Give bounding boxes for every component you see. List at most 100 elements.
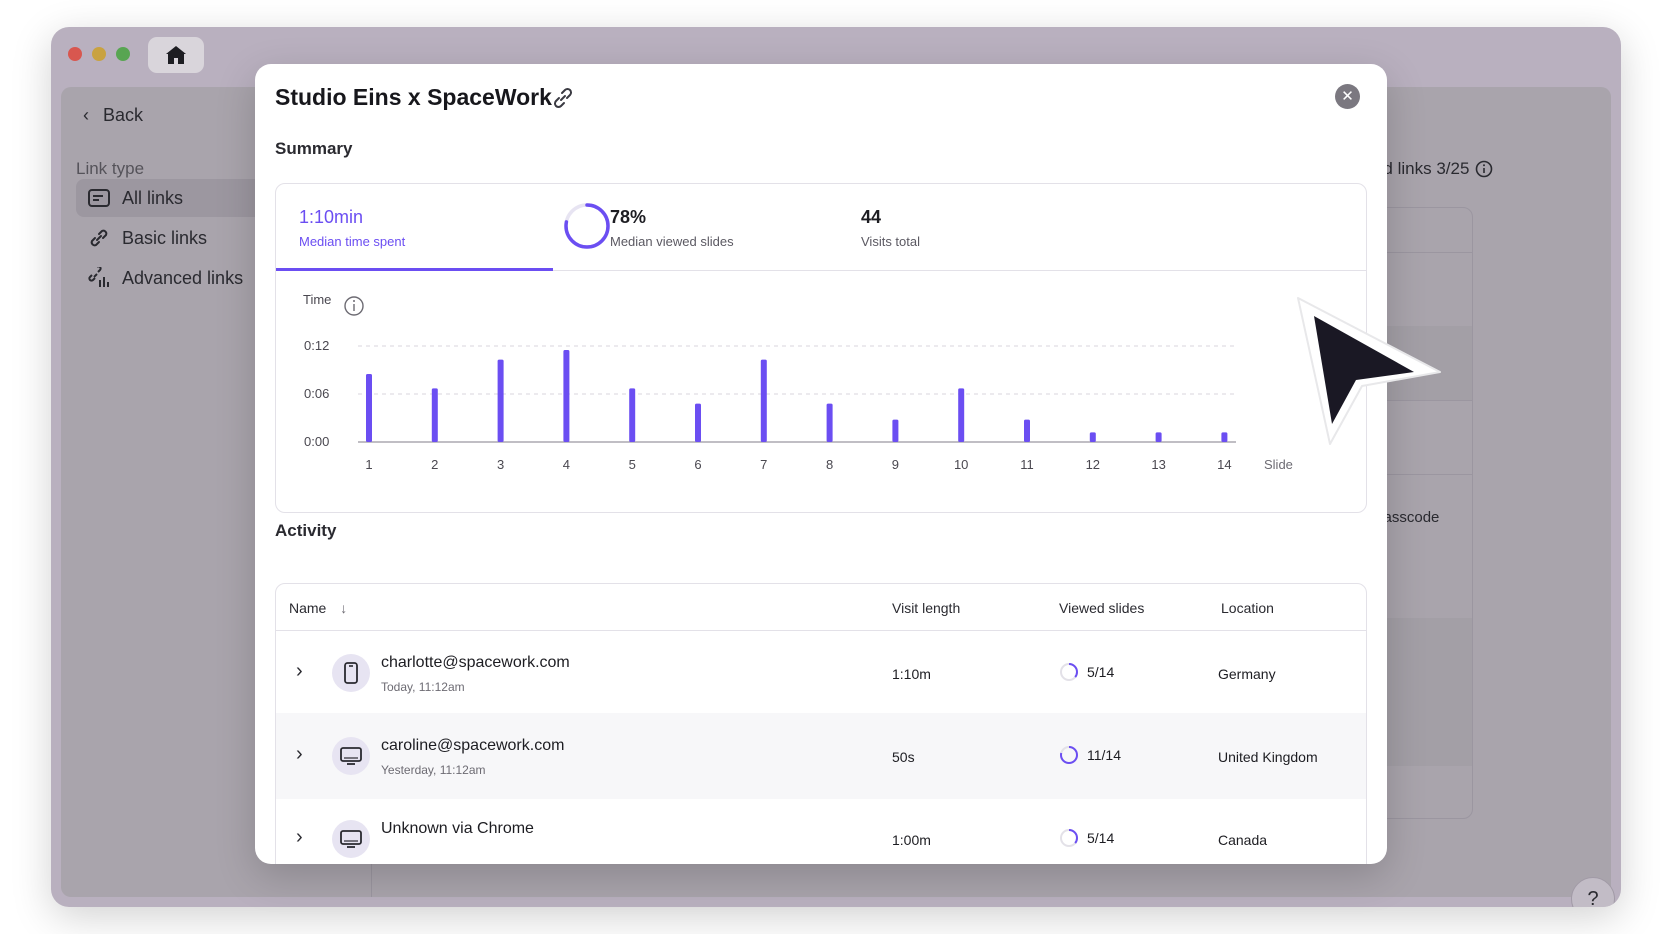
chevron-left-icon: ‹ [83, 105, 89, 125]
column-location-header: Location [1221, 600, 1274, 616]
sidebar-item-label: All links [122, 187, 184, 208]
visit-length: 1:10m [892, 666, 931, 682]
minimize-window-button[interactable] [92, 47, 106, 61]
visit-length: 1:00m [892, 832, 931, 848]
summary-heading: Summary [275, 139, 353, 158]
bar-slide-5[interactable] [629, 388, 636, 442]
info-icon[interactable] [1475, 160, 1493, 178]
tab-median-viewed-slides[interactable]: 78% Median viewed slides [553, 184, 835, 271]
x-tick-label: 10 [954, 457, 968, 472]
column-name-header[interactable]: Name ↓ [289, 600, 347, 616]
bar-slide-6[interactable] [695, 403, 701, 442]
sidebar-item-advanced-links[interactable]: Advanced links [76, 259, 296, 297]
stat-label: Median time spent [299, 234, 406, 249]
advanced-link-icon [88, 267, 109, 287]
bar-slide-9[interactable] [892, 419, 899, 442]
summary-card: 1:10min Median time spent 78% Median vie… [275, 183, 1367, 513]
x-tick-label: 3 [497, 457, 504, 472]
visit-timestamp: Yesterday, 11:12am [381, 763, 486, 777]
stat-value: 1:10min [299, 207, 364, 227]
y-tick-label: 0:12 [304, 338, 329, 353]
x-tick-label: 6 [694, 457, 701, 472]
home-icon [166, 46, 186, 64]
bar-slide-13[interactable] [1155, 432, 1162, 442]
column-visit-length-header: Visit length [892, 600, 961, 616]
tab-visits-total[interactable]: 44 Visits total [835, 184, 1366, 271]
back-button[interactable]: ‹ Back [83, 105, 143, 126]
viewed-slides-value: 5/14 [1087, 664, 1115, 680]
x-tick-label: 4 [563, 457, 570, 472]
chevron-right-icon[interactable]: › [296, 826, 303, 848]
visitor-name: caroline@spacework.com [381, 737, 565, 754]
bar-slide-12[interactable] [1089, 432, 1096, 442]
visit-location: United Kingdom [1218, 749, 1318, 765]
help-button[interactable]: ? [1571, 877, 1615, 907]
bar-slide-1[interactable] [366, 374, 372, 442]
close-modal-button[interactable]: ✕ [1335, 84, 1360, 109]
back-label: Back [103, 105, 144, 125]
tab-median-time[interactable]: 1:10min Median time spent [276, 184, 553, 271]
visit-length: 50s [892, 749, 915, 765]
device-avatar [332, 820, 370, 858]
bar-slide-2[interactable] [431, 388, 438, 442]
activity-heading: Activity [275, 521, 337, 540]
device-avatar [332, 654, 370, 692]
chevron-right-icon[interactable]: › [296, 660, 303, 682]
bar-slide-8[interactable] [826, 403, 833, 442]
bar-slide-7[interactable] [760, 359, 767, 442]
x-tick-label: 5 [629, 457, 636, 472]
x-tick-label: 2 [431, 457, 438, 472]
x-tick-label: 9 [892, 457, 899, 472]
desktop-icon [340, 747, 362, 765]
y-tick-label: 0:00 [304, 434, 329, 449]
progress-ring [564, 203, 610, 249]
column-viewed-slides-header: Viewed slides [1059, 600, 1145, 616]
modal-title: Studio Eins x SpaceWork [275, 84, 552, 110]
desktop-icon [340, 830, 362, 848]
column-label: Name [289, 600, 327, 616]
mouse-cursor-icon [1297, 297, 1441, 445]
bar-slide-10[interactable] [958, 388, 965, 442]
chart-grid: 0:00 0:06 0:12 [304, 338, 1236, 449]
home-button[interactable] [148, 37, 204, 73]
bar-slide-3[interactable] [497, 359, 504, 442]
visitor-name: Unknown via Chrome [381, 820, 534, 837]
progress-ring [1060, 746, 1078, 764]
maximize-window-button[interactable] [116, 47, 130, 61]
x-tick-label: 7 [760, 457, 767, 472]
stat-label: Visits total [861, 234, 921, 249]
chart-bars [366, 350, 1228, 442]
stat-value: 44 [861, 207, 882, 227]
card-icon [88, 189, 110, 207]
bar-slide-4[interactable] [563, 350, 570, 442]
link-type-heading: Link type [76, 159, 145, 178]
sidebar-item-basic-links[interactable]: Basic links [76, 219, 296, 257]
bar-slide-11[interactable] [1024, 419, 1030, 442]
activity-table: Name ↓ Visit length Viewed slides Locati… [275, 583, 1367, 864]
table-row[interactable]: › Unknown via Chrome 1:00m 5/14 Canada [276, 796, 1366, 864]
visitor-name: charlotte@spacework.com [381, 654, 570, 671]
x-tick-label: 1 [365, 457, 372, 472]
x-tick-label: 13 [1151, 457, 1165, 472]
progress-ring [1060, 829, 1078, 847]
progress-ring [1060, 663, 1078, 681]
viewed-slides-value: 5/14 [1087, 830, 1115, 846]
copy-link-icon[interactable] [551, 86, 575, 110]
table-row[interactable]: › charlotte@spacework.com Today, 11:12am… [276, 630, 1366, 716]
sidebar-item-label: Advanced links [122, 267, 244, 288]
bar-slide-14[interactable] [1221, 432, 1228, 442]
x-tick-label: 12 [1086, 457, 1100, 472]
close-window-button[interactable] [68, 47, 82, 61]
stat-value: 78% [610, 207, 647, 227]
visit-location: Germany [1218, 666, 1276, 682]
visit-location: Canada [1218, 832, 1268, 848]
table-row[interactable]: › caroline@spacework.com Yesterday, 11:1… [276, 713, 1366, 799]
info-icon[interactable] [344, 296, 364, 316]
y-tick-label: 0:06 [304, 386, 329, 401]
viewed-slides-value: 11/14 [1087, 747, 1121, 763]
visit-timestamp: Today, 11:12am [381, 680, 465, 694]
chevron-right-icon[interactable]: › [296, 743, 303, 765]
x-axis-label: Slide [1264, 457, 1293, 472]
device-avatar [332, 737, 370, 775]
table-header: Name ↓ Visit length Viewed slides Locati… [276, 584, 1366, 631]
